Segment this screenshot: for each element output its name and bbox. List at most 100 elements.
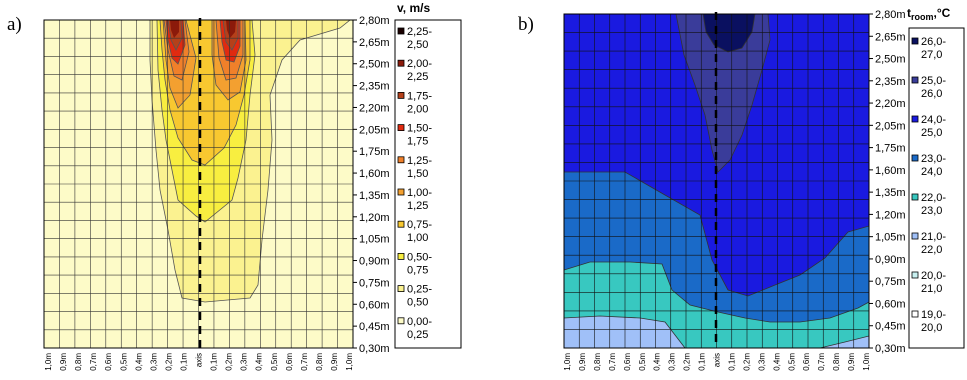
x-tick-label: 1,0m [345, 353, 354, 371]
panel-a-frame [43, 19, 354, 349]
legend-label-range-end: 23,0 [921, 205, 942, 217]
legend-label-range-start: 2,25- [407, 26, 432, 38]
y-tick-label: 2,80m [359, 15, 390, 27]
x-tick-label: 0,8m [832, 353, 841, 371]
y-tick-label: 0,30m [875, 343, 906, 355]
legend-label-range-end: 2,25 [407, 71, 428, 83]
y-tick-label: 0,90m [875, 254, 906, 266]
legend-label-range-start: 19,0- [921, 309, 946, 321]
legend-label-range-start: 1,25- [407, 155, 432, 167]
y-tick-label: 2,35m [875, 76, 906, 88]
panel-a-legend-items: 2,25-2,50 2,00-2,25 1,75-2,00 1,50-1,75 1,25… [397, 26, 432, 341]
panel-a-legend-box [394, 19, 462, 349]
x-tick-label: 0,7m [817, 353, 826, 371]
x-tick-label: 0,8m [593, 353, 602, 371]
legend-swatch [397, 59, 405, 67]
temp-band-25-26 [675, 13, 771, 173]
x-tick-label: 0,6m [104, 353, 113, 371]
x-tick-label: 0,2m [164, 353, 173, 371]
x-tick-label: 0,6m [623, 353, 632, 371]
legend-label-range-end: 22,0 [921, 244, 942, 256]
y-tick-label: 2,50m [875, 54, 906, 66]
legend-label-range-start: 0,75- [407, 219, 432, 231]
y-tick-label: 1,20m [875, 209, 906, 221]
x-tick-label: 0,2m [683, 353, 692, 371]
y-tick-label: 1,60m [875, 165, 906, 177]
legend-label-range-start: 25,0- [921, 75, 946, 87]
legend-swatch [397, 188, 405, 196]
x-tick-label: 0,9m [847, 353, 856, 371]
panel-a-grid [43, 19, 354, 349]
x-tick-label: 0,7m [608, 353, 617, 371]
y-tick-label: 1,35m [875, 187, 906, 199]
x-tick-label: 0,3m [668, 353, 677, 371]
legend-label-range-start: 1,50- [407, 123, 432, 135]
y-tick-label: 0,30m [359, 343, 390, 355]
legend-label-range-start: 1,75- [407, 90, 432, 102]
x-tick-label: axis [195, 353, 204, 367]
panel-a-y-axis: 2,80m 2,65m 2,50m 2,35m 2,20m 2,05m 1,75m 1,60m… [353, 15, 390, 355]
y-tick-label: 0,45m [875, 321, 906, 333]
y-tick-label: 1,75m [359, 146, 390, 158]
x-tick-label: 0,3m [240, 353, 249, 371]
x-tick-label: 0,6m [802, 353, 811, 371]
legend-label-range-start: 21,0- [921, 231, 946, 243]
y-tick-label: 0,75m [359, 277, 390, 289]
y-tick-label: 0,60m [359, 299, 390, 311]
y-tick-label: 2,20m [359, 102, 390, 114]
x-tick-label: 0,4m [772, 353, 781, 371]
legend-swatch [397, 124, 405, 131]
legend-label-range-end: 1,50 [407, 168, 428, 180]
x-tick-label: axis [713, 353, 722, 367]
y-tick-label: 0,45m [359, 321, 390, 333]
legend-swatch [397, 252, 405, 260]
x-tick-label: 0,1m [210, 353, 219, 371]
legend-label-range-start: 0,50- [407, 251, 432, 263]
legend-label-range-start: 22,0- [921, 192, 946, 204]
panel-b-legend-title-sub: room [911, 12, 934, 22]
x-tick-label: 0,4m [134, 353, 143, 371]
y-tick-label: 2,05m [875, 120, 906, 132]
legend-label-range-end: 0,75 [407, 264, 428, 276]
x-tick-label: 0,7m [300, 353, 309, 371]
x-tick-label: 0,4m [255, 353, 264, 371]
y-tick-label: 2,35m [359, 81, 390, 93]
legend-swatch [911, 154, 919, 162]
panel-b-legend: troom,°C 26,0-27,0 25,0-26,0 24,0-25,0 23,0… [907, 6, 965, 349]
legend-label-range-end: 26,0 [921, 88, 942, 100]
legend-swatch [397, 285, 405, 293]
legend-label-range-end: 20,0 [921, 322, 942, 334]
x-tick-label: 1,0m [44, 353, 53, 371]
legend-swatch [397, 156, 405, 164]
legend-label-range-end: 0,50 [407, 297, 428, 309]
y-tick-label: 2,80m [875, 9, 906, 21]
legend-label-range-start: 1,00- [407, 187, 432, 199]
x-tick-label: 0,9m [578, 353, 587, 371]
legend-label-range-end: 2,00 [407, 103, 428, 115]
panel-b-y-axis: 2,80m 2,65m 2,50m 2,35m 2,20m 2,05m 1,75m 1,60m… [869, 9, 906, 355]
x-tick-label: 0,7m [89, 353, 98, 371]
x-tick-label: 0,5m [787, 353, 796, 371]
x-tick-label: 0,5m [270, 353, 279, 371]
panel-b-legend-title-main: t [907, 6, 911, 20]
legend-label-range-start: 24,0- [921, 114, 946, 126]
legend-label-range-end: 21,0 [921, 283, 942, 295]
legend-swatch [397, 92, 405, 99]
x-tick-label: 0,8m [315, 353, 324, 371]
legend-label-range-start: 20,0- [921, 270, 946, 282]
legend-label-range-end: 0,25 [407, 329, 428, 341]
y-tick-label: 1,20m [359, 212, 390, 224]
x-tick-label: 0,2m [742, 353, 751, 371]
legend-label-range-end: 24,0 [921, 166, 942, 178]
x-tick-label: 0,4m [653, 353, 662, 371]
panel-a-label: a) [7, 14, 22, 35]
legend-swatch [911, 271, 919, 279]
legend-label-range-end: 1,75 [407, 136, 428, 148]
legend-swatch [911, 310, 919, 318]
x-tick-label: 0,5m [638, 353, 647, 371]
y-tick-label: 1,05m [359, 234, 390, 246]
panel-a-legend: v, m/s 2,25-2,502,00-2,251,75-2,001,50-1… [394, 1, 462, 349]
x-tick-label: 0,3m [757, 353, 766, 371]
x-tick-label: 0,1m [179, 353, 188, 371]
y-tick-label: 2,65m [875, 31, 906, 43]
